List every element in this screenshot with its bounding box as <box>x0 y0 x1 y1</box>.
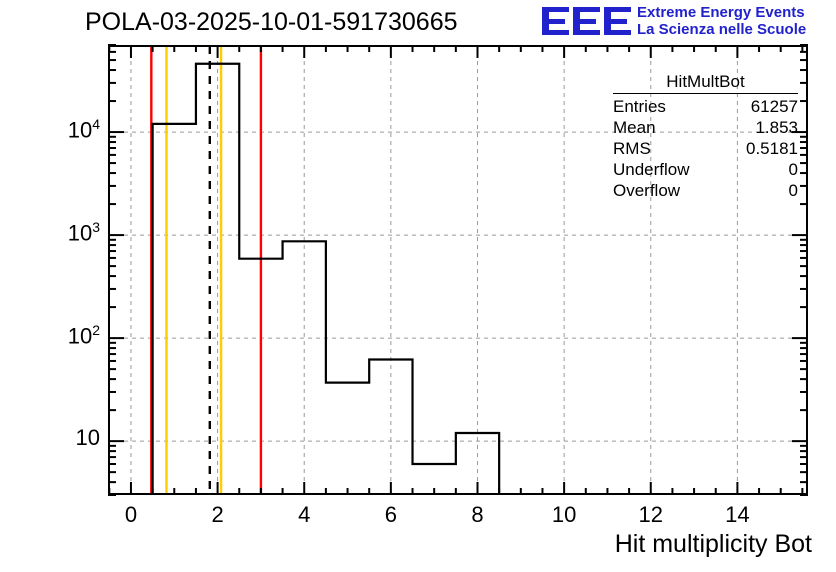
stats-key: Overflow <box>613 181 681 200</box>
stats-value: 0 <box>788 181 798 200</box>
eee-logo-text: Extreme Energy Events La Scienza nelle S… <box>637 4 806 38</box>
x-axis-tick-label: 0 <box>124 502 138 527</box>
stats-key: RMS <box>613 139 651 158</box>
x-axis-tick-label: 14 <box>725 502 750 527</box>
stats-row: RMS 0.5181 <box>613 138 798 159</box>
y-axis-tick-label: 103 <box>67 219 100 246</box>
eee-logo-line1: Extreme Energy Events <box>637 4 805 21</box>
stats-key: Entries <box>613 97 666 116</box>
x-axis-tick-label: 8 <box>471 502 484 527</box>
gridlines <box>108 45 808 495</box>
stats-value: 0.5181 <box>746 139 798 158</box>
plot-frame <box>108 45 808 495</box>
y-axis-tick-label: 10 <box>75 425 100 451</box>
x-axis-tick-label: 6 <box>384 502 397 527</box>
x-axis-tick-label: 12 <box>638 502 663 527</box>
stats-row: Overflow 0 <box>613 180 798 201</box>
stats-row: Entries 61257 <box>613 96 798 117</box>
page-title: POLA-03-2025-10-01-591730665 <box>85 8 458 36</box>
stats-row: Mean 1.853 <box>613 117 798 138</box>
histogram-outline <box>151 62 501 495</box>
stats-rows: Entries 61257 Mean 1.853 RMS 0.5181 Underflow 0… <box>613 96 798 201</box>
marker-lines <box>150 46 263 494</box>
y-axis-tick-label: 104 <box>67 116 100 143</box>
stats-row: Underflow 0 <box>613 159 798 180</box>
stats-key: Mean <box>613 118 656 137</box>
x-axis-tick-label: 2 <box>211 502 224 527</box>
stats-box: HitMultBot Entries 61257 Mean 1.853 RMS 0.518… <box>613 72 798 201</box>
stats-value: 61257 <box>750 97 798 116</box>
stats-title: HitMultBot <box>613 72 798 94</box>
stats-value: 0 <box>788 160 798 179</box>
eee-logo-mark <box>542 7 631 35</box>
x-axis-title: Hit multiplicity Bot <box>614 530 812 558</box>
eee-logo: Extreme Energy Events La Scienza nelle S… <box>541 4 833 42</box>
stats-key: Underflow <box>613 160 690 179</box>
x-axis-tick-label: 4 <box>298 502 311 527</box>
y-axis-tick-label: 102 <box>67 322 100 349</box>
x-axis-tick-label: 10 <box>551 502 577 527</box>
eee-logo-line2: La Scienza nelle Scuole <box>637 21 807 38</box>
stats-value: 1.853 <box>755 118 798 137</box>
